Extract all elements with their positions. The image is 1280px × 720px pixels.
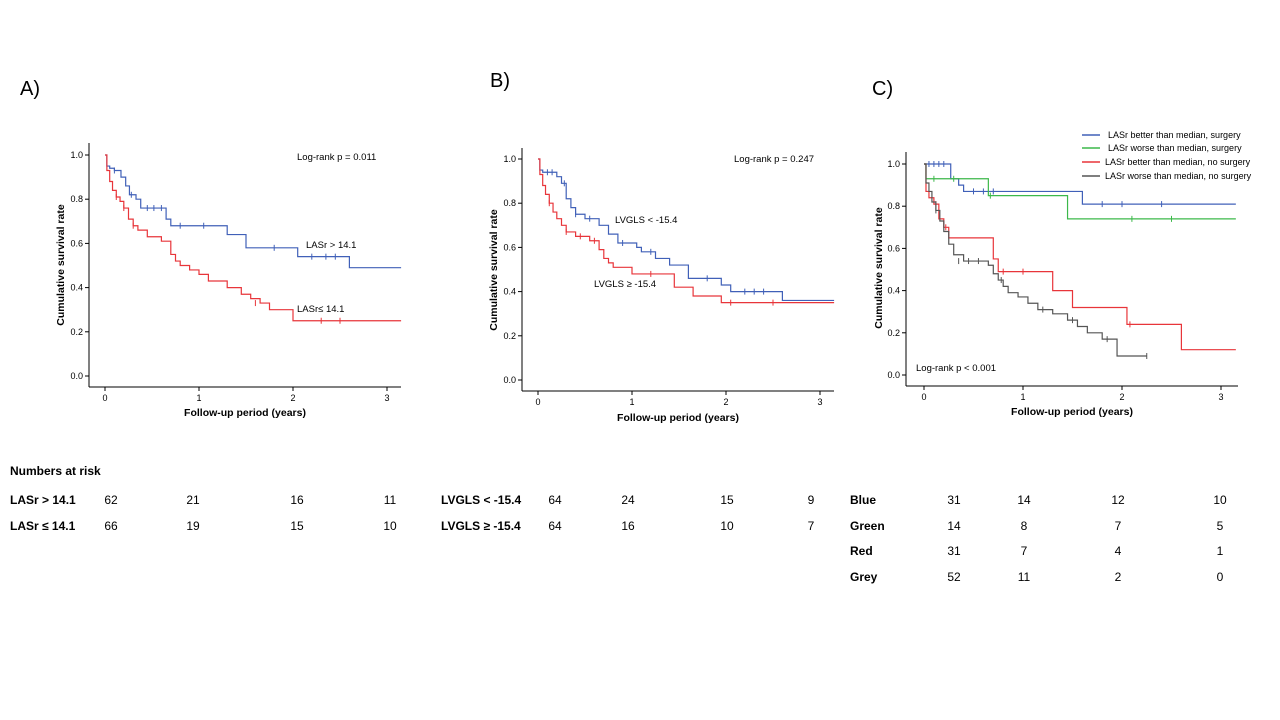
risk-c-row3-v1: 7 xyxy=(1004,544,1044,558)
chart-c-xtick-label: 0 xyxy=(921,392,926,402)
risk-a-row2-v0: 66 xyxy=(91,519,131,533)
chart-c-ytick-label: 0.0 xyxy=(887,370,900,380)
risk-a-row1-v2: 16 xyxy=(277,493,317,507)
risk-b-row1-label: LVGLS < -15.4 xyxy=(441,493,521,507)
chart-c-xlabel: Follow-up period (years) xyxy=(1011,406,1133,418)
chart-c-ytick-label: 0.6 xyxy=(887,243,900,253)
risk-c-row1-label: Blue xyxy=(850,493,876,507)
chart-c-ytick-label: 0.2 xyxy=(887,328,900,338)
risk-c-row1-v0: 31 xyxy=(934,493,974,507)
legend-label-red: LASr better than median, no surgery xyxy=(1105,157,1251,167)
risk-a-row1-v3: 11 xyxy=(370,493,410,507)
risk-c-row2-v2: 7 xyxy=(1098,519,1138,533)
chart-c-ylabel: Cumulative survival rate xyxy=(873,207,885,329)
risk-c-row3-v0: 31 xyxy=(934,544,974,558)
risk-a-row1-v0: 62 xyxy=(91,493,131,507)
chart-c-series-0-line xyxy=(924,164,1236,204)
chart-c-xtick-label: 2 xyxy=(1119,392,1124,402)
risk-b-row2-v1: 16 xyxy=(608,519,648,533)
numbers-at-risk-heading: Numbers at risk xyxy=(10,464,101,478)
km-chart-c: Follow-up period (years) Cumulative surv… xyxy=(0,0,1280,720)
chart-c-legend: LASr better than median, surgery LASr wo… xyxy=(1082,130,1252,181)
risk-c-row2-v1: 8 xyxy=(1004,519,1044,533)
risk-a-row1-v1: 21 xyxy=(173,493,213,507)
chart-c-xtick-label: 1 xyxy=(1020,392,1025,402)
risk-c-row1-v3: 10 xyxy=(1200,493,1240,507)
chart-c-ytick-label: 1.0 xyxy=(887,159,900,169)
risk-b-row1-v3: 9 xyxy=(791,493,831,507)
legend-label-green: LASr worse than median, surgery xyxy=(1108,143,1242,153)
risk-b-row1-v0: 64 xyxy=(535,493,575,507)
risk-c-row4-v0: 52 xyxy=(934,570,974,584)
risk-a-row2-label: LASr ≤ 14.1 xyxy=(10,519,75,533)
risk-c-row1-v1: 14 xyxy=(1004,493,1044,507)
risk-a-row2-v2: 15 xyxy=(277,519,317,533)
risk-c-row3-label: Red xyxy=(850,544,873,558)
risk-c-row2-v3: 5 xyxy=(1200,519,1240,533)
legend-label-grey: LASr worse than median, no surgery xyxy=(1105,171,1252,181)
risk-c-row4-v1: 11 xyxy=(1004,570,1044,584)
risk-a-row2-v1: 19 xyxy=(173,519,213,533)
chart-c-ytick-label: 0.8 xyxy=(887,201,900,211)
risk-b-row1-v1: 24 xyxy=(608,493,648,507)
risk-c-row1-v2: 12 xyxy=(1098,493,1138,507)
risk-c-row4-label: Grey xyxy=(850,570,877,584)
risk-c-row2-v0: 14 xyxy=(934,519,974,533)
risk-a-row2-v3: 10 xyxy=(370,519,410,533)
risk-a-row1-label: LASr > 14.1 xyxy=(10,493,76,507)
risk-b-row1-v2: 15 xyxy=(707,493,747,507)
risk-c-row4-v3: 0 xyxy=(1200,570,1240,584)
risk-c-row3-v3: 1 xyxy=(1200,544,1240,558)
chart-c-ytick-label: 0.4 xyxy=(887,286,900,296)
chart-c-xtick-label: 3 xyxy=(1218,392,1223,402)
risk-c-row3-v2: 4 xyxy=(1098,544,1138,558)
risk-b-row2-v2: 10 xyxy=(707,519,747,533)
risk-c-row4-v2: 2 xyxy=(1098,570,1138,584)
risk-b-row2-label: LVGLS ≥ -15.4 xyxy=(441,519,521,533)
legend-label-blue: LASr better than median, surgery xyxy=(1108,130,1241,140)
chart-c-pvalue: Log-rank p < 0.001 xyxy=(916,363,996,374)
risk-b-row2-v3: 7 xyxy=(791,519,831,533)
chart-c-series-3-line xyxy=(924,164,1147,356)
risk-c-row2-label: Green xyxy=(850,519,885,533)
risk-b-row2-v0: 64 xyxy=(535,519,575,533)
